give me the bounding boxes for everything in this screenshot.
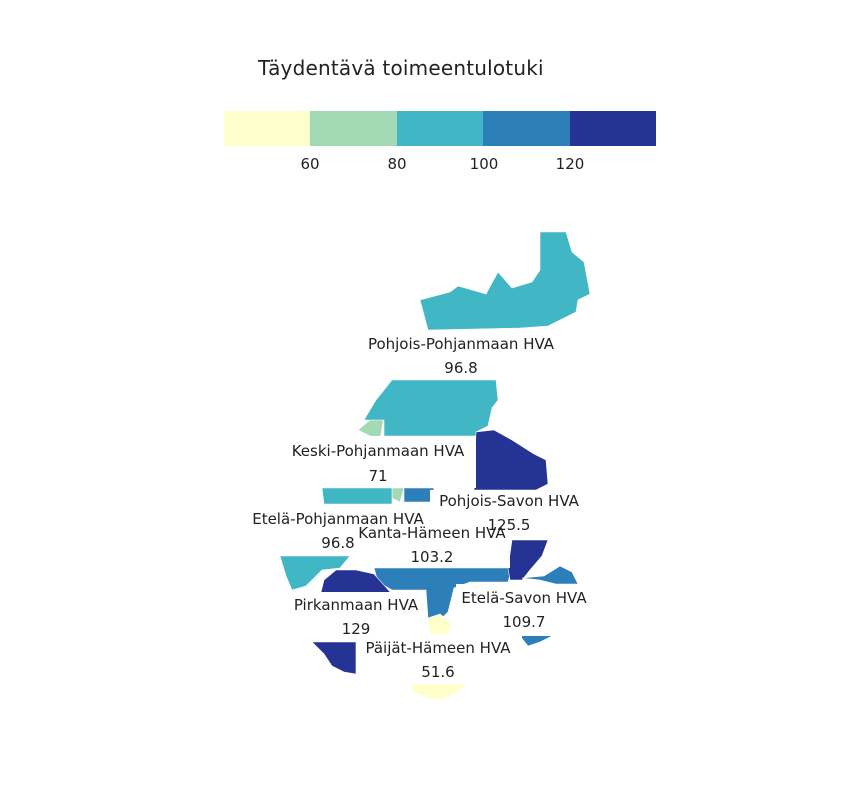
region-etela-savo[interactable] (521, 565, 579, 585)
region-kanta-hame-south[interactable] (373, 567, 513, 621)
region-pohjois-pohjanmaa[interactable] (419, 231, 591, 331)
legend-swatch-1 (224, 111, 311, 146)
region-etela-pohjanmaa-south[interactable] (279, 555, 351, 591)
region-label-name: Pirkanmaan HVA (294, 596, 419, 614)
region-label-value: 51.6 (421, 663, 454, 681)
region-label-name: Keski-Pohjanmaan HVA (292, 442, 465, 460)
region-pirkanmaa-south[interactable] (311, 641, 357, 675)
region-label-name: Kanta-Hämeen HVA (358, 524, 506, 542)
region-label-name: Etelä-Savon HVA (461, 589, 587, 607)
region-kanta-hame[interactable] (403, 487, 435, 503)
region-label-name: Etelä-Pohjanmaan HVA (252, 510, 424, 528)
legend-swatch-3 (396, 111, 484, 146)
legend-swatch-4 (483, 111, 570, 146)
region-label-value: 129 (342, 620, 371, 638)
region-label-value: 96.8 (321, 534, 354, 552)
legend-tick: 100 (469, 155, 499, 173)
color-legend (224, 111, 657, 146)
region-keski-pohjanmaa[interactable] (357, 415, 385, 441)
region-label-name: Pohjois-Savon HVA (439, 492, 580, 510)
region-label-value: 103.2 (411, 548, 454, 566)
region-label-name: Päijät-Hämeen HVA (365, 639, 511, 657)
region-pohjois-savo[interactable] (473, 429, 549, 491)
map-title: Täydentävä toimeentulotuki (258, 56, 544, 80)
legend-tick: 60 (300, 155, 320, 173)
region-label-value: 109.7 (503, 613, 546, 631)
region-etela-pohjanmaa-north[interactable] (363, 379, 499, 437)
region-keski-pohjanmaa-south[interactable] (391, 487, 405, 503)
legend-swatch-2 (310, 111, 397, 146)
legend-tick: 80 (387, 155, 407, 173)
region-label-name: Pohjois-Pohjanmaan HVA (368, 335, 555, 353)
legend-swatch-5 (569, 111, 657, 146)
region-paijat-hame-south[interactable] (409, 683, 467, 701)
region-shapes (279, 231, 591, 701)
region-label-value: 71 (368, 467, 387, 485)
region-pohjois-savo-south[interactable] (507, 539, 549, 581)
legend-tick: 120 (555, 155, 585, 173)
region-paijat-hame[interactable] (427, 613, 453, 635)
region-label-value: 96.8 (444, 359, 477, 377)
region-label-value: 125.5 (488, 516, 531, 534)
region-etela-pohjanmaa[interactable] (321, 487, 393, 505)
